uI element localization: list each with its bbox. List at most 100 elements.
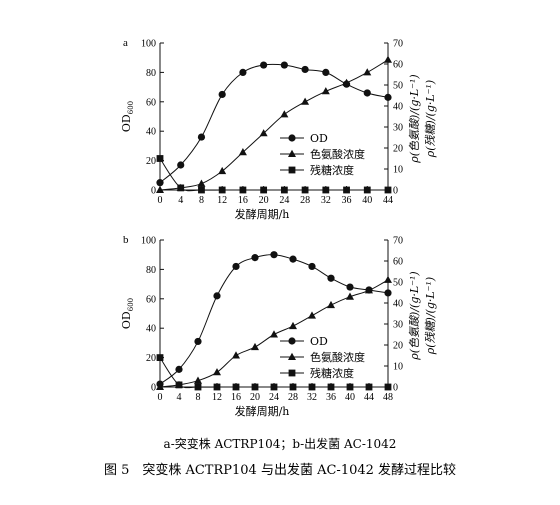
x-tick-label: 20 [250,392,260,403]
data-point-triangle [232,351,240,359]
legend-marker-circle [288,134,296,142]
x-tick-label: 24 [269,392,279,403]
y-axis-right-label-2: ρ(残糖)/(g·L⁻¹) [424,277,437,355]
data-point-triangle [197,179,206,187]
figure-caption: 图 5 突变株 ACTRP104 与出发菌 AC-1042 发酵过程比较 [104,462,456,478]
y-right-tick-label: 10 [393,165,403,176]
data-point-square [280,186,288,194]
data-point-square [384,186,392,194]
y-right-tick-label: 40 [393,299,403,310]
y-left-tick-label: 40 [146,127,156,138]
data-point-square [301,186,309,194]
data-point-square [308,383,316,391]
y-right-tick-label: 30 [393,123,403,134]
y-left-tick-label: 100 [141,236,156,247]
x-tick-label: 16 [231,392,241,403]
data-point-square [194,383,202,391]
y-right-tick-label: 60 [393,60,403,71]
y-right-tick-label: 20 [393,144,403,155]
data-point-circle [218,90,226,99]
data-point-square [175,381,183,389]
data-point-circle [197,133,206,141]
y-left-tick-label: 0 [151,383,156,394]
data-point-square [232,383,240,391]
y-right-tick-label: 50 [393,278,403,289]
y-axis-right-label-2: ρ(残糖)/(g·L⁻¹) [424,80,437,158]
y-right-tick-label: 20 [393,341,403,352]
legend-marker-square [288,369,296,377]
x-tick-label: 4 [177,392,182,403]
data-point-triangle [346,292,354,300]
data-point-square [156,354,164,361]
y-left-tick-label: 80 [146,68,156,79]
data-point-circle [156,179,164,187]
data-point-triangle [384,275,392,283]
x-axis-label: 发酵周期/h [235,404,290,418]
data-point-triangle [238,148,247,156]
y-left-tick-label: 60 [146,97,156,108]
legend-marker-circle [288,337,296,345]
y-right-tick-label: 70 [393,236,403,247]
data-point-triangle [251,342,259,351]
panel-label: b [123,234,129,246]
data-point-triangle [156,382,164,390]
x-tick-label: 20 [259,195,269,206]
data-point-circle [232,262,240,271]
data-point-triangle [194,376,202,384]
chart-panel-a: a 0 20 40 60 80 100 0 10 20 30 40 50 60 70 0 4 8 12 16 20 24 2… [120,37,437,221]
data-point-triangle [218,166,227,175]
y-axis-left-label-main: OD [120,114,133,132]
panel-label: a [123,37,128,49]
data-point-square [251,383,259,391]
x-tick-label: 32 [321,195,331,206]
y-left-tick-label: 60 [146,294,156,305]
series-line-circle [159,254,389,385]
x-tick-label: 28 [300,195,310,206]
data-point-square [213,383,221,391]
data-point-square [363,186,371,194]
data-point-triangle [289,321,297,330]
data-point-circle [177,161,185,169]
x-tick-label: 24 [279,195,289,206]
x-tick-label: 36 [326,392,336,403]
data-point-triangle [365,286,373,294]
y-left-tick-label: 40 [146,324,156,335]
data-point-square [270,383,278,391]
data-point-triangle [270,330,278,338]
y-left-tick-label: 20 [146,156,156,167]
data-point-triangle [301,97,310,105]
data-point-circle [327,274,335,282]
y-right-tick-label: 70 [393,39,403,50]
data-point-triangle [327,300,335,309]
data-point-square [156,155,164,162]
y-right-tick-label: 50 [393,81,403,92]
x-tick-label: 32 [307,392,317,403]
y-left-tick-label: 0 [151,186,156,197]
data-point-triangle [363,68,372,76]
x-tick-label: 0 [158,392,163,403]
data-point-triangle [280,110,289,118]
data-point-square [260,186,268,194]
legend-label: 色氨酸浓度 [310,147,365,161]
y-left-tick-label: 80 [146,265,156,276]
legend-label: OD [310,335,328,348]
data-point-triangle [308,311,316,319]
data-point-circle [289,255,297,263]
data-point-square [322,186,330,194]
data-point-triangle [321,87,330,95]
data-point-square [343,186,350,194]
data-point-triangle [384,55,392,63]
y-right-tick-label: 0 [393,186,398,197]
x-tick-label: 0 [158,195,163,206]
data-point-circle [213,292,221,300]
y-axis-left-label: OD600 [120,101,135,132]
data-point-square [218,186,226,194]
y-axis-left-label: OD600 [120,298,135,329]
figure-subcaption: a-突变株 ACTRP104；b-出发菌 AC-1042 [164,436,397,451]
data-point-circle [280,61,288,69]
legend-label: 色氨酸浓度 [310,350,365,364]
data-point-circle [175,365,183,373]
y-axis-left-label-sub: 600 [127,101,135,114]
data-point-triangle [259,129,268,137]
legend-label: 残糖浓度 [310,163,354,177]
